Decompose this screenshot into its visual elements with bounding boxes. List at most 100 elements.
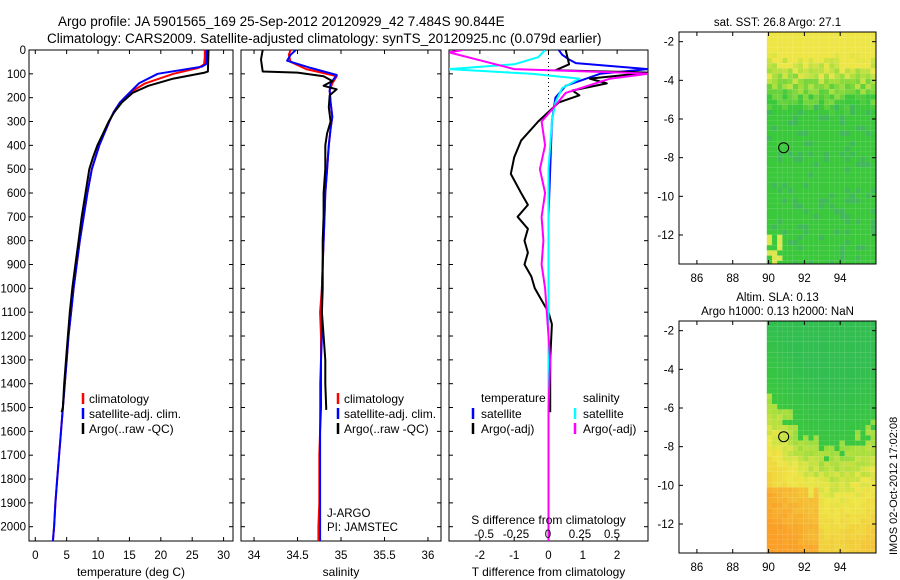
heatmap-cell	[834, 115, 840, 121]
heatmap-cell	[772, 487, 778, 493]
y-tick-label: -8	[664, 153, 674, 165]
heatmap-cell	[865, 347, 871, 353]
heatmap-cell	[824, 42, 830, 48]
heatmap-cell	[772, 425, 778, 431]
heatmap-cell	[844, 352, 850, 358]
heatmap-cell	[829, 78, 835, 84]
heatmap-cell	[850, 518, 856, 524]
heatmap-cell	[855, 440, 861, 446]
heatmap-cell	[792, 461, 798, 467]
heatmap-cell	[839, 544, 845, 550]
heatmap-cell	[792, 141, 798, 147]
heatmap-cell	[850, 219, 856, 225]
heatmap-cell	[787, 440, 793, 446]
heatmap-cell	[860, 508, 866, 514]
heatmap-cell	[834, 482, 840, 488]
heatmap-cell	[860, 78, 866, 84]
heatmap-cell	[829, 84, 835, 90]
heatmap-cell	[787, 466, 793, 472]
heatmap-cell	[824, 193, 830, 199]
heatmap-cell	[839, 367, 845, 373]
heatmap-cell	[808, 172, 814, 178]
heatmap-cell	[808, 136, 814, 142]
heatmap-cell	[824, 47, 830, 53]
heatmap-cell	[834, 104, 840, 110]
heatmap-cell	[803, 378, 809, 384]
heatmap-cell	[777, 78, 783, 84]
heatmap-cell	[782, 425, 788, 431]
heatmap-cell	[834, 63, 840, 69]
heatmap-cell	[787, 399, 793, 405]
heatmap-cell	[787, 125, 793, 131]
heatmap-cell	[798, 461, 804, 467]
heatmap-cell	[808, 203, 814, 209]
heatmap-cell	[870, 539, 876, 545]
heatmap-cell	[839, 326, 845, 332]
heatmap-cell	[860, 367, 866, 373]
heatmap-cell	[777, 47, 783, 53]
heatmap-cell	[824, 214, 830, 220]
heatmap-cell	[787, 63, 793, 69]
heatmap-cell	[865, 471, 871, 477]
heatmap-cell	[772, 229, 778, 235]
heatmap-cell	[844, 182, 850, 188]
heatmap-cell	[772, 125, 778, 131]
heatmap-cell	[829, 234, 835, 240]
heatmap-cell	[803, 383, 809, 389]
heatmap-cell	[803, 219, 809, 225]
heatmap-cell	[824, 518, 830, 524]
heatmap-cell	[865, 503, 871, 509]
heatmap-cell	[766, 357, 772, 363]
heatmap-cell	[824, 229, 830, 235]
heatmap-cell	[834, 156, 840, 162]
heatmap-cell	[792, 240, 798, 246]
heatmap-cell	[782, 229, 788, 235]
heatmap-cell	[865, 513, 871, 519]
heatmap-cell	[850, 523, 856, 529]
heatmap-cell	[766, 549, 772, 553]
heatmap-cell	[865, 104, 871, 110]
heatmap-cell	[855, 544, 861, 550]
heatmap-cell	[860, 544, 866, 550]
heatmap-cell	[860, 466, 866, 472]
heatmap-cell	[855, 255, 861, 261]
heatmap-cell	[813, 73, 819, 79]
heatmap-cell	[829, 99, 835, 105]
heatmap-cell	[803, 120, 809, 126]
heatmap-cell	[766, 193, 772, 199]
heatmap-cell	[777, 120, 783, 126]
y-tick-label: 1200	[0, 331, 26, 343]
heatmap-cell	[766, 84, 772, 90]
heatmap-cell	[798, 487, 804, 493]
heatmap-cell	[850, 84, 856, 90]
heatmap-cell	[839, 399, 845, 405]
heatmap-cell	[772, 336, 778, 342]
heatmap-cell	[782, 451, 788, 457]
heatmap-cell	[808, 534, 814, 540]
heatmap-cell	[798, 172, 804, 178]
heatmap-cell	[772, 430, 778, 436]
heatmap-cell	[772, 130, 778, 136]
heatmap-cell	[865, 549, 871, 553]
heatmap-cell	[808, 425, 814, 431]
heatmap-cell	[824, 84, 830, 90]
heatmap-cell	[855, 341, 861, 347]
heatmap-cell	[829, 388, 835, 394]
heatmap-cell	[870, 229, 876, 235]
heatmap-cell	[860, 110, 866, 116]
heatmap-cell	[850, 445, 856, 451]
heatmap-cell	[824, 419, 830, 425]
heatmap-cell	[818, 414, 824, 420]
heatmap-cell	[824, 177, 830, 183]
heatmap-cell	[808, 539, 814, 545]
heatmap-cell	[865, 120, 871, 126]
heatmap-cell	[850, 68, 856, 74]
heatmap-cell	[870, 352, 876, 358]
heatmap-cell	[818, 341, 824, 347]
heatmap-cell	[839, 357, 845, 363]
heatmap-cell	[813, 487, 819, 493]
heatmap-cell	[792, 203, 798, 209]
annotation-text: PI: JAMSTEC	[327, 522, 398, 534]
heatmap-cell	[782, 73, 788, 79]
heatmap-cell	[850, 172, 856, 178]
